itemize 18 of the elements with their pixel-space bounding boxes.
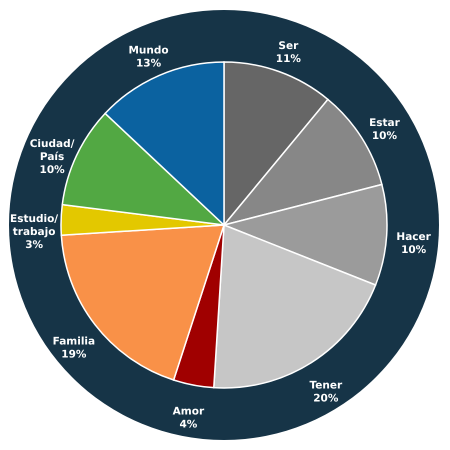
slice-label: Tener (309, 379, 343, 392)
data-label: 10% (372, 130, 398, 142)
slice-label: Estar (369, 117, 401, 130)
slice-label: Amor (172, 406, 205, 418)
data-label: 10% (40, 164, 66, 176)
slice-label: Ser (278, 40, 300, 52)
slice-label: Familia (52, 335, 96, 348)
data-label: 3% (25, 239, 44, 252)
slice-label: Estudio/trabajo (10, 213, 58, 238)
data-label: 19% (61, 348, 87, 360)
slice-label: Ciudad/País (30, 138, 75, 164)
data-label: 20% (313, 392, 339, 404)
slice-label: Mundo (128, 44, 169, 57)
data-label: 4% (179, 418, 198, 431)
data-label: 10% (401, 244, 427, 256)
data-label: 13% (136, 58, 162, 70)
data-label: 11% (276, 53, 302, 66)
slice-label: Hacer (396, 230, 432, 243)
